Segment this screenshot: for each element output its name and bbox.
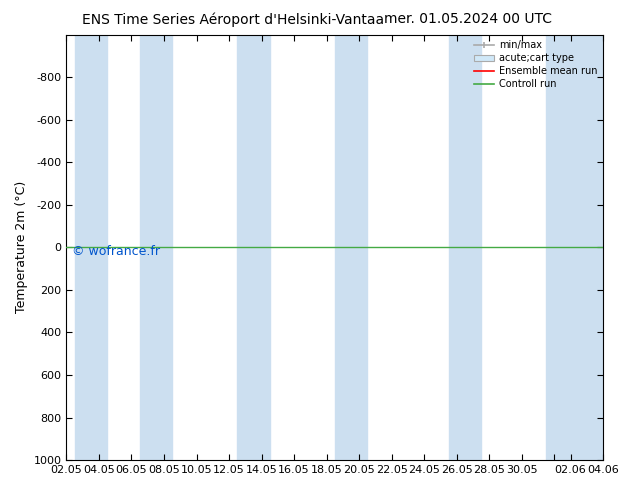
Text: mer. 01.05.2024 00 UTC: mer. 01.05.2024 00 UTC: [384, 12, 552, 26]
Text: © wofrance.fr: © wofrance.fr: [72, 245, 160, 258]
Legend: min/max, acute;cart type, Ensemble mean run, Controll run: min/max, acute;cart type, Ensemble mean …: [470, 37, 601, 93]
Bar: [449, 35, 481, 460]
Bar: [237, 35, 269, 460]
Y-axis label: Temperature 2m (°C): Temperature 2m (°C): [15, 181, 28, 314]
Bar: [139, 35, 172, 460]
Bar: [75, 35, 107, 460]
Text: ENS Time Series Aéroport d'Helsinki-Vantaa: ENS Time Series Aéroport d'Helsinki-Vant…: [82, 12, 385, 27]
Bar: [335, 35, 367, 460]
Bar: [547, 35, 603, 460]
